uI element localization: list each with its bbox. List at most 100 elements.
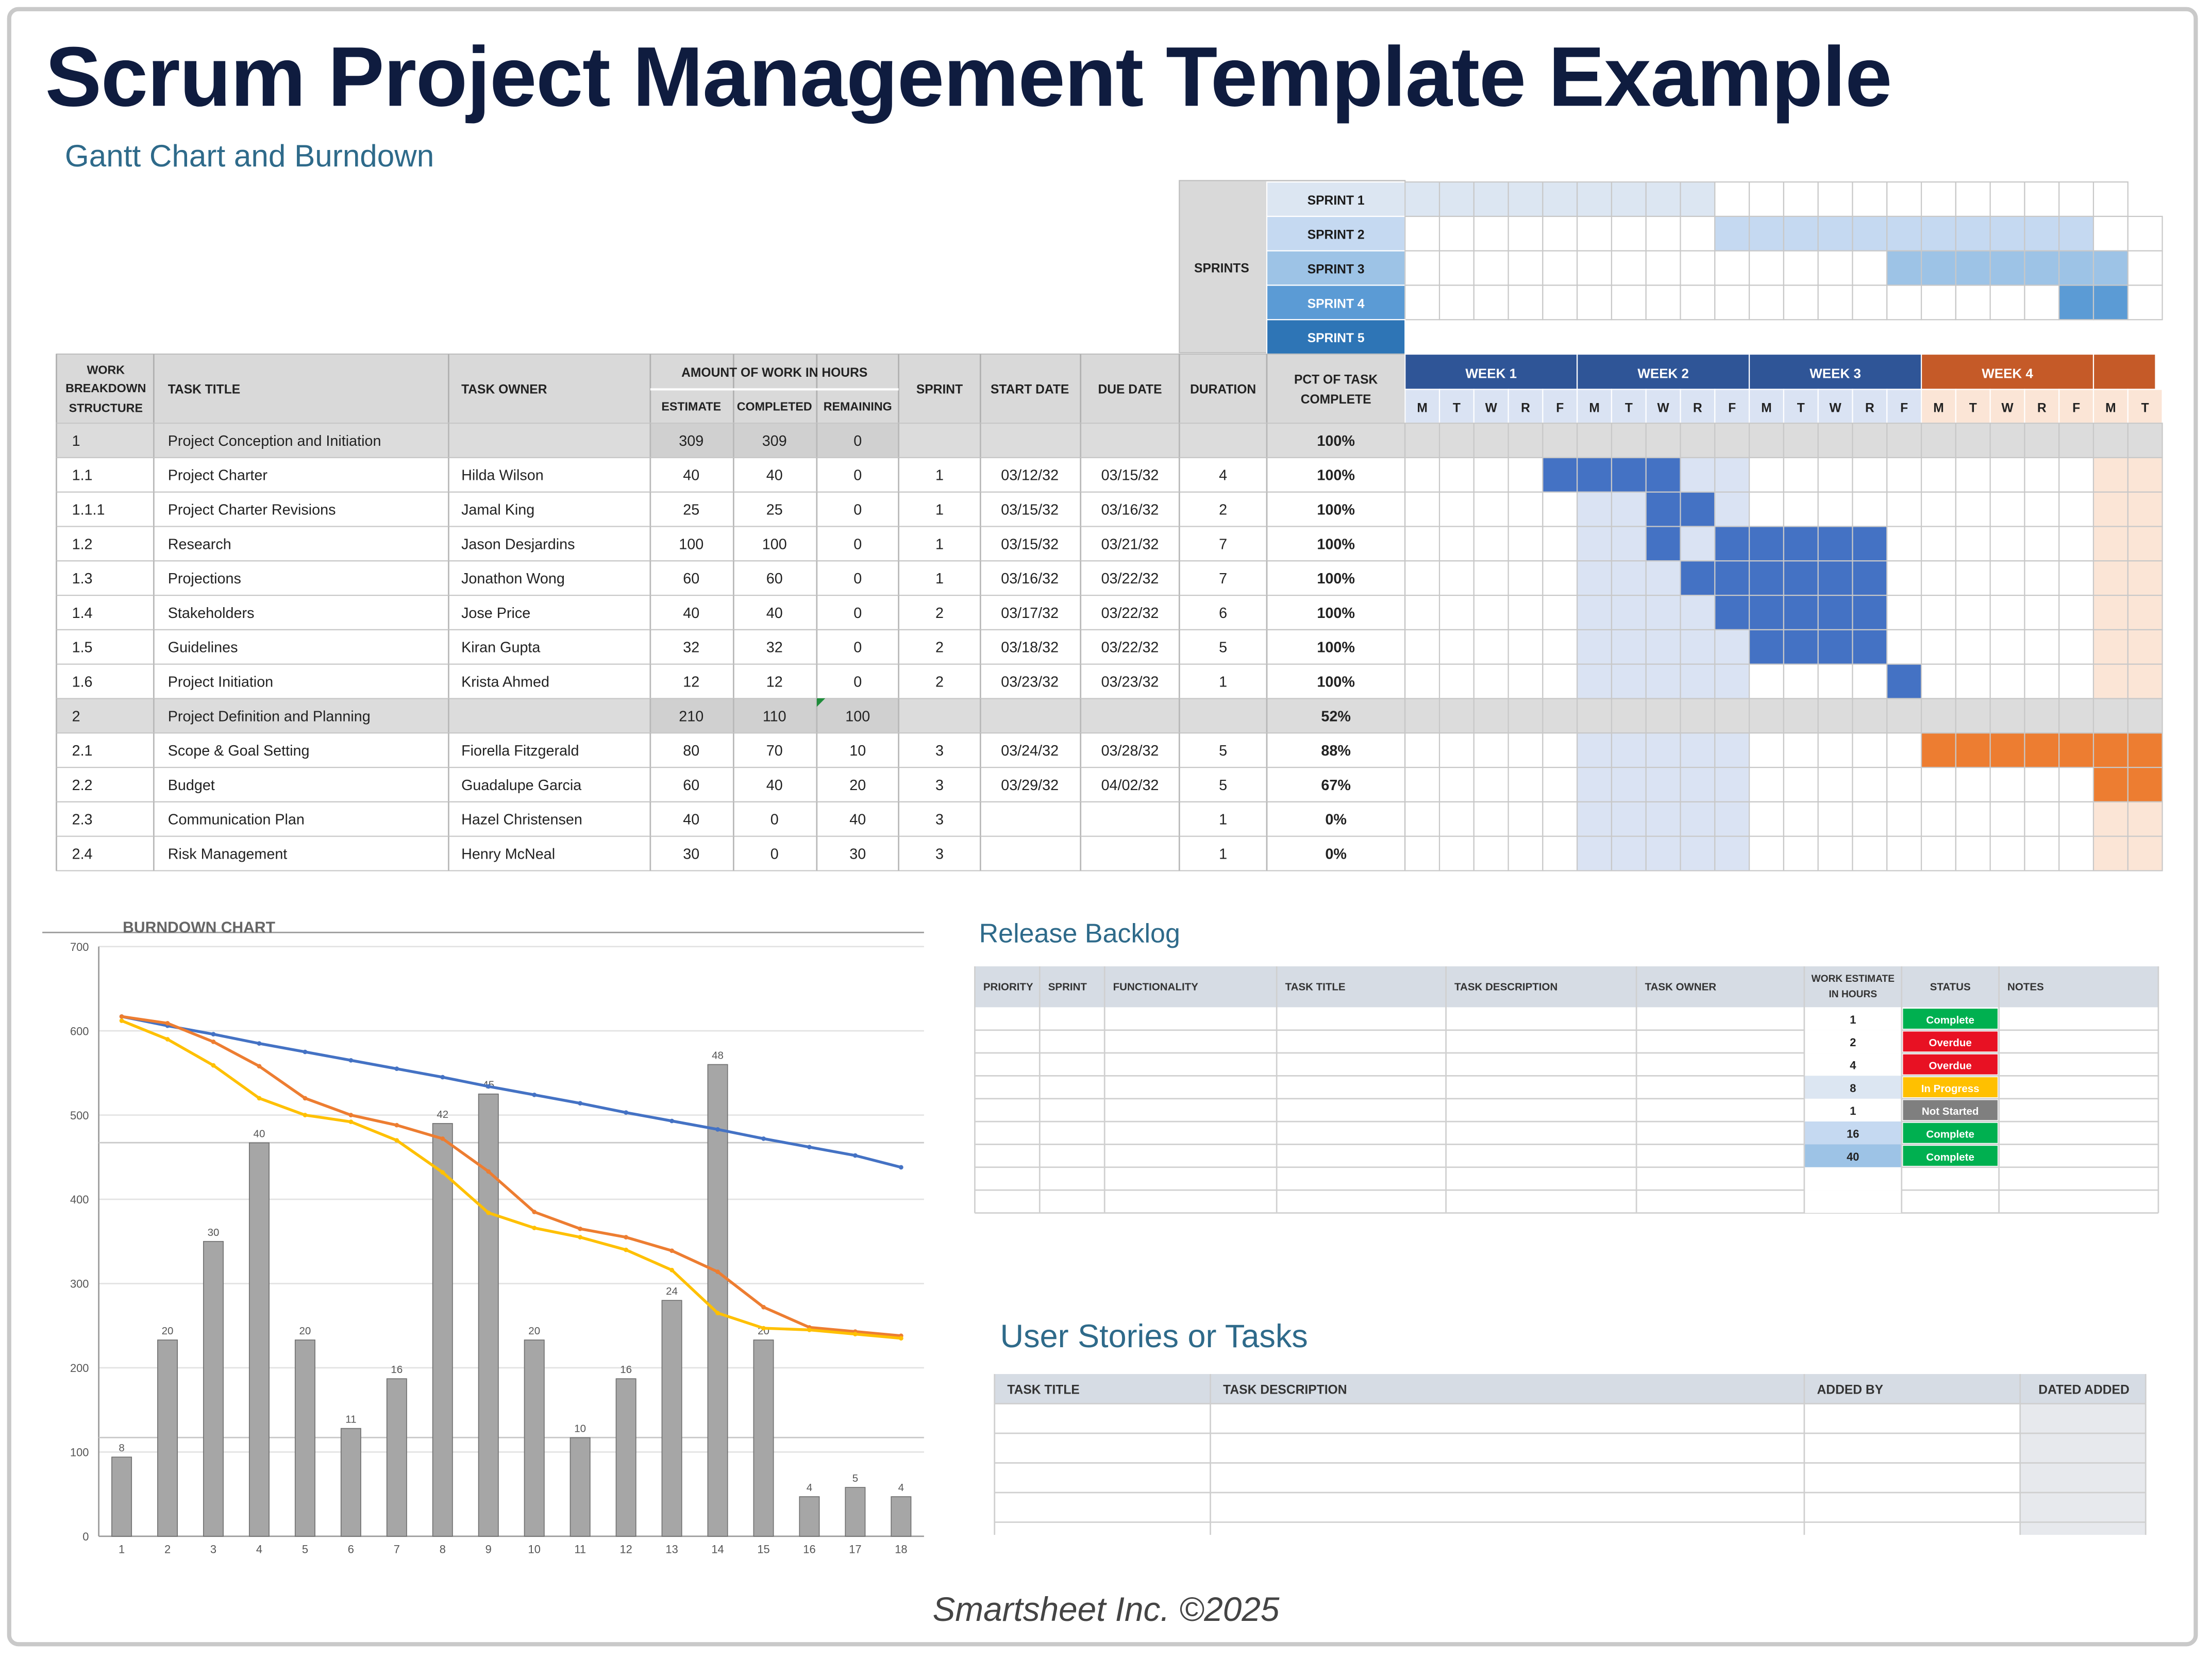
duration-cell: 5: [1219, 777, 1227, 794]
pct-cell: [1266, 801, 1406, 837]
bar-value-label: 5: [852, 1472, 858, 1484]
status-label: Complete: [1926, 1151, 1974, 1163]
task-title-cell: Stakeholders: [168, 605, 255, 622]
burndown-bar: [707, 1064, 728, 1537]
bar-value-label: 48: [712, 1050, 724, 1062]
header-pct: PCT OF TASK: [1294, 373, 1378, 387]
gantt-day-cell: [1989, 732, 2025, 768]
gantt-day-cell: [1955, 491, 1991, 527]
backlog-estimate: 1: [1850, 1104, 1856, 1117]
line-point: [394, 1123, 399, 1128]
x-tick-label: 13: [665, 1543, 678, 1556]
duration-cell: 5: [1219, 640, 1227, 656]
wbs-cell: 1.1: [72, 467, 93, 484]
start-date-cell: 03/24/32: [1001, 743, 1059, 759]
week-header-cell: [1920, 353, 2094, 390]
remaining-cell: 0: [853, 571, 862, 587]
header-start-date: START DATE: [991, 383, 1069, 397]
stories-header: ADDED BY: [1817, 1383, 1884, 1397]
day-letter: T: [2141, 401, 2149, 415]
gantt-day-cell: [1645, 732, 1681, 768]
duration-cell: 7: [1219, 571, 1227, 587]
gantt-day-cell: [2058, 732, 2094, 768]
burndown-bar: [569, 1437, 591, 1537]
gantt-day-cell: [1955, 663, 1991, 699]
burndown-bar: [615, 1378, 636, 1537]
task-owner-cell: Hazel Christensen: [461, 812, 582, 828]
sprint-cell: 2: [935, 605, 944, 622]
pct-cell-text: 100%: [1317, 571, 1355, 587]
day-letter: T: [1625, 401, 1633, 415]
backlog-header: IN HOURS: [1829, 989, 1877, 1000]
line-point: [303, 1096, 308, 1101]
gantt-day-cell: [2127, 457, 2163, 493]
gantt-day-cell: [1438, 835, 1474, 872]
gantt-day-cell: [1920, 423, 1956, 459]
gantt-day-cell: [2058, 560, 2094, 596]
bar-value-label: 30: [208, 1227, 220, 1238]
pct-cell-text: 100%: [1317, 605, 1355, 622]
task-owner-cell: Kiran Gupta: [461, 640, 540, 656]
sprint-cell: 3: [935, 812, 944, 828]
page-subtitle: Gantt Chart and Burndown: [64, 138, 434, 174]
line-point: [669, 1267, 674, 1272]
backlog-header: WORK ESTIMATE: [1812, 974, 1895, 984]
line-point: [211, 1039, 216, 1044]
backlog-header: STATUS: [1930, 981, 1971, 993]
estimate-cell: [1804, 1098, 1902, 1122]
burndown-bar: [203, 1241, 224, 1537]
backlog-header: PRIORITY: [983, 981, 1033, 993]
gantt-day-cell: [1645, 698, 1681, 734]
remaining-cell: 0: [853, 640, 862, 656]
remaining-cell: 0: [853, 674, 862, 690]
backlog-header: FUNCTIONALITY: [1113, 981, 1199, 993]
gantt-day-cell: [2092, 629, 2129, 665]
sprint-cell: 1: [935, 571, 944, 587]
gantt-day-cell: [1507, 732, 1544, 768]
backlog-header: TASK OWNER: [1645, 981, 1717, 993]
sprint-label: SPRINT 1: [1308, 194, 1365, 208]
gantt-day-cell: [1749, 766, 1785, 802]
gantt-day-cell: [1611, 698, 1647, 734]
line-point: [532, 1210, 537, 1214]
x-tick-label: 18: [895, 1543, 907, 1556]
backlog-estimate: 16: [1847, 1128, 1859, 1141]
line-point: [807, 1145, 812, 1150]
pct-cell-text: 0%: [1325, 846, 1347, 862]
work-cells: [649, 835, 899, 872]
due-date-cell: 04/02/32: [1101, 777, 1159, 794]
gantt-day-cell: [1645, 835, 1681, 872]
gantt-day-cell: [1783, 835, 1819, 872]
pct-cell: [1266, 423, 1406, 459]
sprint-timeline-cell: [1680, 250, 1716, 286]
sprint-timeline-cell: [1577, 181, 1613, 217]
sprint-timeline-cell: [1577, 250, 1613, 286]
bar-value-label: 8: [119, 1442, 124, 1454]
gantt-day-cell: [1989, 835, 2025, 872]
gantt-day-cell: [1989, 526, 2025, 562]
gantt-day-cell: [1611, 526, 1647, 562]
start-date-cell: 03/15/32: [1001, 502, 1059, 518]
y-tick-label: 400: [70, 1193, 89, 1206]
sprint-timeline-cell: [1645, 181, 1681, 217]
start-date-cell: 03/18/32: [1001, 640, 1059, 656]
gantt-day-cell: [1852, 698, 1888, 734]
gantt-day-cell: [2058, 766, 2094, 802]
x-tick-label: 7: [394, 1543, 400, 1556]
gantt-day-cell: [1473, 835, 1509, 872]
sprint-timeline-cell: [1886, 284, 1922, 321]
duration-cell: 1: [1219, 812, 1227, 828]
sprint-timeline-cell: [1989, 250, 2025, 286]
header-completed: COMPLETED: [737, 400, 812, 413]
stories-header: DATED ADDED: [2038, 1383, 2129, 1397]
sprint-timeline-cell: [1645, 215, 1681, 252]
day-letter: M: [1933, 401, 1944, 415]
remaining-cell: 0: [853, 536, 862, 552]
day-letter: T: [1797, 401, 1805, 415]
task-title-cell: Research: [168, 536, 231, 552]
sprint-timeline-cell: [1714, 181, 1750, 217]
day-letter: F: [1900, 401, 1908, 415]
line-point: [624, 1235, 629, 1240]
release-backlog-table: PRIORITY SPRINT FUNCTIONALITY TASK TITLE TAS…: [974, 966, 2159, 1214]
duration-cell: 1: [1219, 674, 1227, 690]
